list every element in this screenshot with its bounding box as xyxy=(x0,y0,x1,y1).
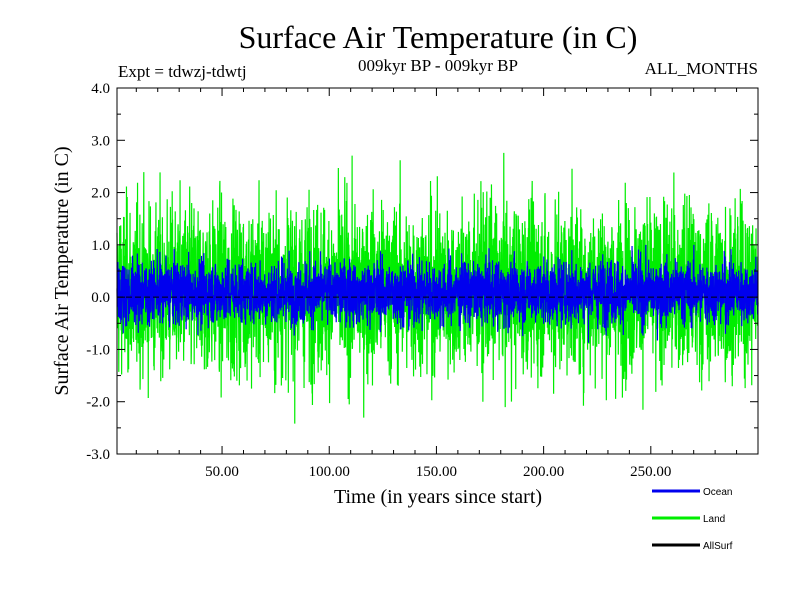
y-tick-label: 4.0 xyxy=(91,81,110,97)
period-label: 009kyr BP - 009kyr BP xyxy=(358,56,518,75)
x-tick-label: 50.00 xyxy=(205,464,239,480)
x-tick-label: 250.00 xyxy=(630,464,671,480)
plot-area xyxy=(116,152,759,424)
legend-item-land: Land xyxy=(652,514,725,525)
y-tick-label: -1.0 xyxy=(86,342,110,358)
y-tick-label: 3.0 xyxy=(91,133,110,149)
legend-label: Ocean xyxy=(703,487,732,498)
y-tick-label: 2.0 xyxy=(91,186,110,202)
x-tick-label: 200.00 xyxy=(523,464,564,480)
y-tick-label: 0.0 xyxy=(91,290,110,306)
legend-item-allsurf: AllSurf xyxy=(652,541,733,552)
x-tick-label: 100.00 xyxy=(309,464,350,480)
legend: Ocean Land AllSurf xyxy=(652,487,733,552)
series-ocean xyxy=(116,244,759,343)
axes: 50.00 100.00 150.00 200.00 250.00 -3.0 -2.0 -1.… xyxy=(86,81,758,480)
series-line-ocean xyxy=(116,244,759,343)
legend-label: AllSurf xyxy=(703,541,733,552)
y-tick-label: -2.0 xyxy=(86,395,110,411)
chart-title: Surface Air Temperature (in C) xyxy=(239,19,638,55)
y-tick-label: -3.0 xyxy=(86,447,110,463)
experiment-label: Expt = tdwzj-tdwtj xyxy=(118,62,247,81)
legend-label: Land xyxy=(703,514,725,525)
months-label: ALL_MONTHS xyxy=(645,59,758,78)
series-line-land xyxy=(116,152,759,424)
series-land xyxy=(116,152,759,424)
legend-item-ocean: Ocean xyxy=(652,487,732,498)
y-axis-label: Surface Air Temperature (in C) xyxy=(51,146,73,395)
y-tick-label: 1.0 xyxy=(91,238,110,254)
x-tick-label: 150.00 xyxy=(416,464,457,480)
x-axis-label: Time (in years since start) xyxy=(334,486,542,508)
